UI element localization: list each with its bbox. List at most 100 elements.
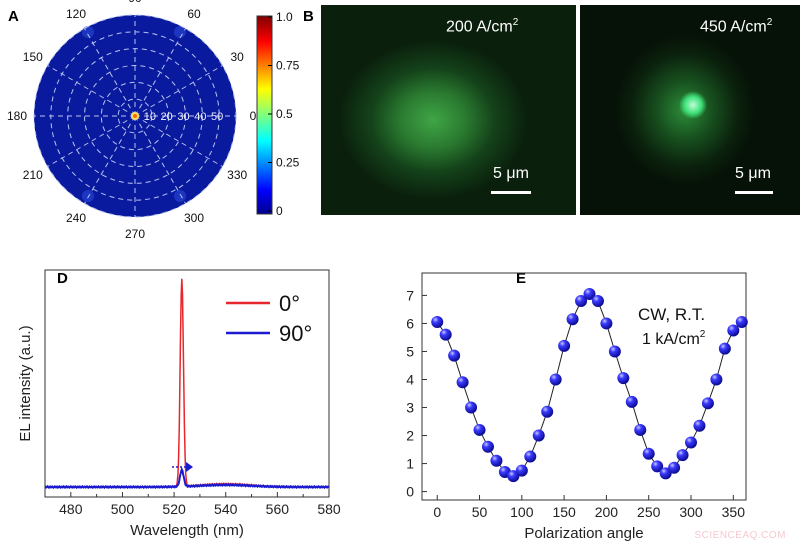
polar-plot: 0 30 60 90 120 150 180 210 240 270 300 330 10 20 30 40 5…	[7, 0, 300, 241]
angle-label: 60	[187, 7, 201, 21]
intensity-spot	[82, 190, 94, 202]
scale-bar	[491, 191, 531, 194]
angle-label: 30	[231, 50, 245, 64]
angle-label: 150	[23, 50, 43, 64]
data-point	[465, 401, 478, 414]
angle-label: 270	[125, 227, 145, 241]
x-tick-label: 540	[214, 501, 238, 517]
polarization-chart: 0 50 100 150 200 250 300 350 0 1 2 3 4 5 6 7 Polarizatio…	[406, 272, 748, 542]
angle-label: 90	[128, 0, 142, 5]
arrow-head	[186, 462, 193, 472]
y-tick-label: 4	[406, 371, 414, 387]
polar-spoke	[84, 28, 136, 117]
center-peak-core	[133, 114, 137, 118]
colorbar-label: 0.5	[276, 107, 293, 121]
x-tick-label: 100	[510, 504, 534, 520]
data-point	[558, 339, 571, 352]
radial-label: 10	[144, 111, 156, 123]
spectrum-chart: 480 500 520 540 560 580 Wavelength (nm) EL inte…	[17, 269, 341, 539]
micrograph-c: 450 A/cm2 5 μm	[580, 5, 800, 215]
scale-bar-label: 5 μm	[493, 165, 529, 182]
panel-label-a: A	[8, 8, 19, 25]
data-point	[524, 450, 537, 463]
x-tick-label: 300	[679, 504, 703, 520]
data-point	[634, 423, 647, 436]
x-tick-label: 500	[111, 501, 135, 517]
polar-ring	[100, 81, 170, 151]
colorbar-label: 0	[276, 204, 283, 218]
angle-label: 300	[184, 211, 204, 225]
x-tick-label: 200	[595, 504, 619, 520]
angle-label: 210	[23, 168, 43, 182]
angle-label: 330	[227, 168, 247, 182]
angle-label: 240	[66, 211, 86, 225]
radial-label: 30	[177, 111, 189, 123]
current-density-label: 200 A/cm2	[446, 17, 519, 36]
x-tick-label: 0	[433, 504, 441, 520]
angle-label: 0	[250, 109, 257, 123]
annotation-line1: CW, R.T.	[638, 305, 705, 324]
radial-label: 50	[211, 111, 223, 123]
superscript: 2	[700, 329, 706, 340]
x-tick-label: 150	[552, 504, 576, 520]
angle-label: 120	[66, 7, 86, 21]
data-point	[642, 447, 655, 460]
data-point	[566, 313, 579, 326]
data-point	[718, 342, 731, 355]
colorbar-label: 1.0	[276, 10, 293, 24]
data-point	[685, 436, 698, 449]
series-90deg	[44, 466, 330, 490]
data-point	[659, 467, 672, 480]
data-point	[431, 316, 444, 329]
y-tick-label: 2	[406, 428, 414, 444]
data-point	[456, 376, 469, 389]
x-tick-label: 520	[162, 501, 186, 517]
y-tick-label: 6	[406, 315, 414, 331]
angle-label: 180	[7, 109, 27, 123]
micrograph-b: 200 A/cm2 5 μm	[321, 5, 576, 215]
polar-spoke	[134, 65, 223, 117]
data-point	[600, 317, 613, 330]
x-axis-label: Polarization angle	[524, 525, 643, 542]
data-point	[473, 423, 486, 436]
y-tick-label: 5	[406, 343, 414, 359]
data-point	[591, 295, 604, 308]
annotation-line2: 1 kA/cm2	[642, 329, 706, 348]
legend-label: 90°	[279, 321, 312, 346]
data-point	[549, 373, 562, 386]
data-point	[617, 372, 630, 385]
y-tick-label: 7	[406, 287, 414, 303]
polar-spoke	[84, 115, 136, 204]
data-point	[735, 316, 748, 329]
scale-bar	[735, 191, 773, 194]
intensity-spot	[174, 190, 186, 202]
data-point	[481, 440, 494, 453]
data-point	[668, 461, 681, 474]
data-point	[583, 288, 596, 301]
legend-label: 0°	[279, 291, 300, 316]
panel-label-b: B	[303, 8, 314, 25]
scale-bar-label: 5 μm	[735, 165, 771, 182]
data-point	[701, 397, 714, 410]
polar-ring	[117, 98, 153, 134]
intensity-spot	[174, 26, 186, 38]
data-point	[532, 429, 545, 442]
plot-frame	[44, 269, 330, 498]
current-density-label: 450 A/cm2	[700, 17, 773, 36]
data-point	[693, 419, 706, 432]
data-point	[507, 470, 520, 483]
intensity-spot	[82, 26, 94, 38]
colorbar-label: 0.25	[276, 156, 300, 170]
panel-label-e: E	[516, 270, 527, 287]
data-point	[676, 449, 689, 462]
plot-frame	[421, 272, 747, 501]
polar-spoke	[134, 28, 186, 117]
x-tick-label: 480	[59, 501, 83, 517]
polar-spoke	[134, 115, 223, 167]
radial-label: 20	[161, 111, 173, 123]
x-tick-label: 560	[266, 501, 290, 517]
data-point	[541, 405, 554, 418]
x-tick-label: 250	[637, 504, 661, 520]
y-tick-label: 3	[406, 400, 414, 416]
